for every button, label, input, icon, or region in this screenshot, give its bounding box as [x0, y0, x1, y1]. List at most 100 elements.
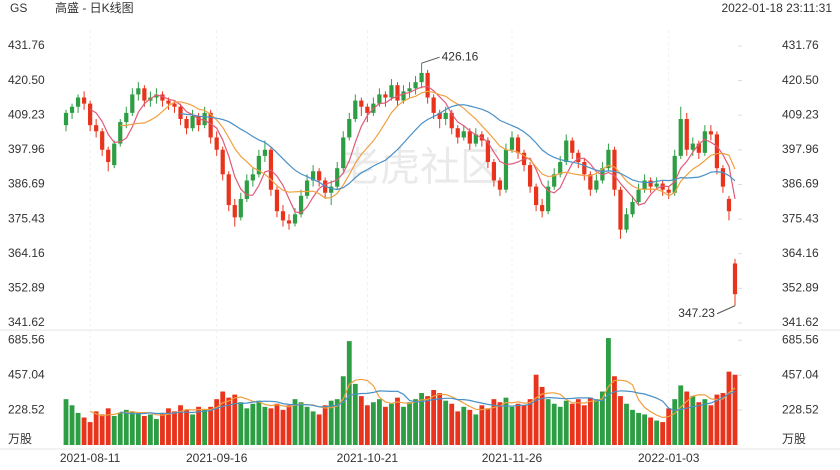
y-tick-label: 409.23 — [8, 107, 45, 121]
candle-body — [461, 131, 466, 138]
candle-body — [335, 168, 340, 187]
candle-body — [232, 205, 237, 218]
volume-bar — [364, 405, 370, 445]
candle-body — [431, 97, 436, 113]
y-tick-label: 420.50 — [8, 73, 45, 87]
volume-bar — [449, 403, 455, 445]
candle-body — [425, 72, 430, 98]
volume-bar — [569, 403, 575, 445]
candle-body — [606, 149, 611, 169]
candle-body — [100, 131, 105, 150]
volume-bar — [395, 397, 400, 445]
volume-bar — [184, 409, 189, 445]
volume-bar — [467, 409, 473, 445]
volume-bar — [593, 399, 599, 445]
volume-bar — [545, 399, 551, 445]
candle-body — [527, 165, 533, 187]
candle-body — [214, 137, 219, 150]
volume-bar — [479, 405, 485, 445]
ma-line — [89, 378, 736, 419]
candle-body — [142, 88, 147, 101]
candle-body — [497, 180, 503, 190]
candle-body — [401, 91, 406, 101]
y-tick-label: 431.76 — [8, 38, 45, 52]
candle-body — [311, 171, 316, 181]
candle-body — [341, 137, 346, 169]
volume-bar — [461, 406, 467, 445]
volume-bar — [316, 414, 322, 445]
volume-bar — [147, 414, 153, 445]
volume-bar — [654, 420, 660, 445]
candle-body — [226, 174, 231, 206]
max-label: 426.16 — [442, 49, 479, 63]
volume-bar — [672, 399, 678, 445]
volume-bar — [389, 403, 394, 445]
y-tick-label: 685.56 — [8, 332, 45, 346]
volume-bar — [690, 396, 696, 445]
x-tick-label: 2021-10-21 — [337, 451, 399, 465]
candle-body — [612, 149, 617, 190]
min-label: 347.23 — [678, 306, 715, 320]
volume-unit: 万股 — [782, 432, 806, 446]
volume-bar — [244, 408, 250, 445]
y-tick-label: 431.76 — [782, 38, 819, 52]
candle-body — [202, 112, 207, 126]
candle-body — [654, 183, 659, 187]
candle-body — [88, 103, 93, 126]
volume-unit: 万股 — [8, 432, 32, 446]
annotation-line — [421, 56, 440, 64]
candle-body — [564, 140, 569, 163]
volume-bar — [292, 399, 298, 445]
volume-bar — [376, 399, 382, 445]
ma-line — [89, 85, 736, 214]
candle-body — [672, 155, 677, 193]
candle-body — [106, 149, 111, 163]
candle-body — [292, 214, 298, 224]
candle-body — [630, 201, 635, 215]
volume-bar — [141, 415, 147, 445]
volume-bar — [720, 393, 726, 445]
volume-bar — [515, 403, 521, 445]
candle-body — [69, 106, 75, 113]
volume-bar — [383, 406, 388, 445]
candle-body — [413, 82, 418, 89]
volume-bar — [214, 399, 220, 445]
volume-bar — [606, 338, 611, 445]
candle-body — [509, 137, 515, 150]
candle-body — [238, 198, 243, 218]
volume-bar — [154, 419, 159, 445]
y-tick-label: 409.23 — [782, 107, 819, 121]
volume-bar — [135, 412, 141, 445]
candle-body — [449, 112, 454, 129]
x-tick-label: 2021-09-16 — [186, 451, 248, 465]
ma-line — [120, 390, 736, 415]
volume-bar — [419, 393, 425, 445]
volume-bar — [87, 422, 93, 445]
volume-bar — [358, 396, 364, 445]
candle-body — [732, 263, 738, 295]
candle-body — [696, 143, 701, 153]
candle-body — [160, 94, 165, 101]
volume-bar — [238, 402, 244, 445]
volume-bar — [551, 403, 557, 445]
y-tick-label: 386.69 — [782, 177, 819, 191]
volume-bar — [563, 400, 569, 445]
volume-bar — [726, 371, 732, 445]
candle-body — [642, 180, 647, 190]
volume-bar — [75, 412, 81, 445]
volume-bar — [310, 411, 316, 445]
volume-bar — [684, 391, 690, 445]
volume-bar — [250, 403, 256, 445]
y-tick-label: 228.52 — [782, 402, 819, 416]
ma-line — [120, 90, 736, 199]
volume-bar — [557, 406, 563, 445]
volume-bar — [503, 397, 509, 445]
volume-bar — [612, 376, 617, 445]
watermark: 老虎社区 — [340, 146, 500, 190]
y-tick-label: 228.52 — [8, 402, 45, 416]
volume-bar — [322, 405, 328, 445]
candle-body — [154, 94, 159, 98]
volume-bar — [599, 391, 605, 445]
candle-body — [684, 119, 689, 150]
candle-body — [467, 131, 472, 144]
